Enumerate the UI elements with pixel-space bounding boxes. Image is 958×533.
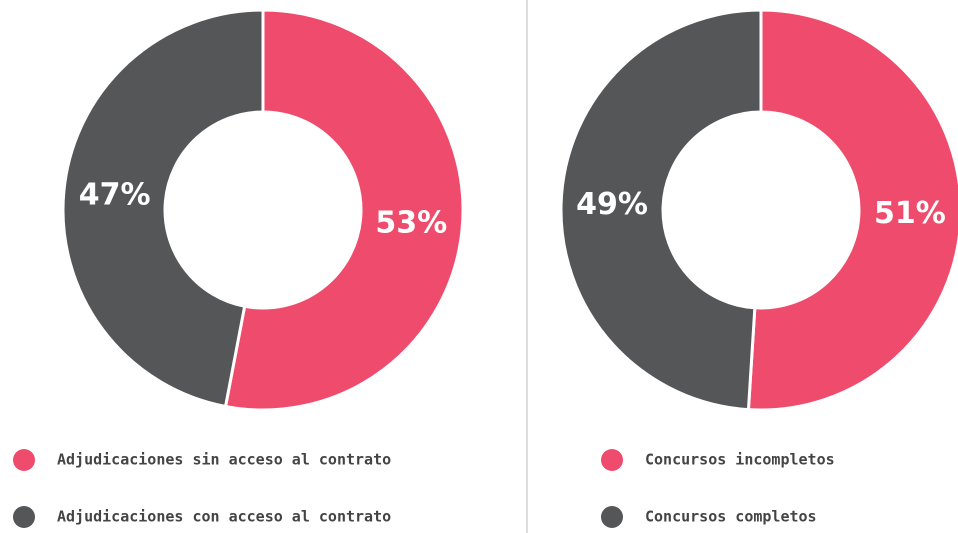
- legend-label: Concursos incompletos: [645, 451, 835, 469]
- value-label: 53%: [375, 206, 447, 241]
- value-label: 51%: [874, 196, 946, 231]
- donut-segment: [559, 8, 763, 412]
- legend-swatch: [601, 506, 623, 528]
- legend-swatch: [13, 449, 35, 471]
- legend-label: Adjudicaciones sin acceso al contrato: [57, 451, 391, 469]
- legend-swatch: [601, 449, 623, 471]
- value-label: 49%: [576, 187, 648, 222]
- donut-segment: [746, 8, 958, 412]
- donut-segment: [61, 8, 265, 409]
- legend-swatch: [13, 506, 35, 528]
- legend-label: Concursos completos: [645, 508, 817, 526]
- legend-label: Adjudicaciones con acceso al contrato: [57, 508, 391, 526]
- value-label: 47%: [79, 177, 151, 212]
- donut-segment: [223, 8, 465, 412]
